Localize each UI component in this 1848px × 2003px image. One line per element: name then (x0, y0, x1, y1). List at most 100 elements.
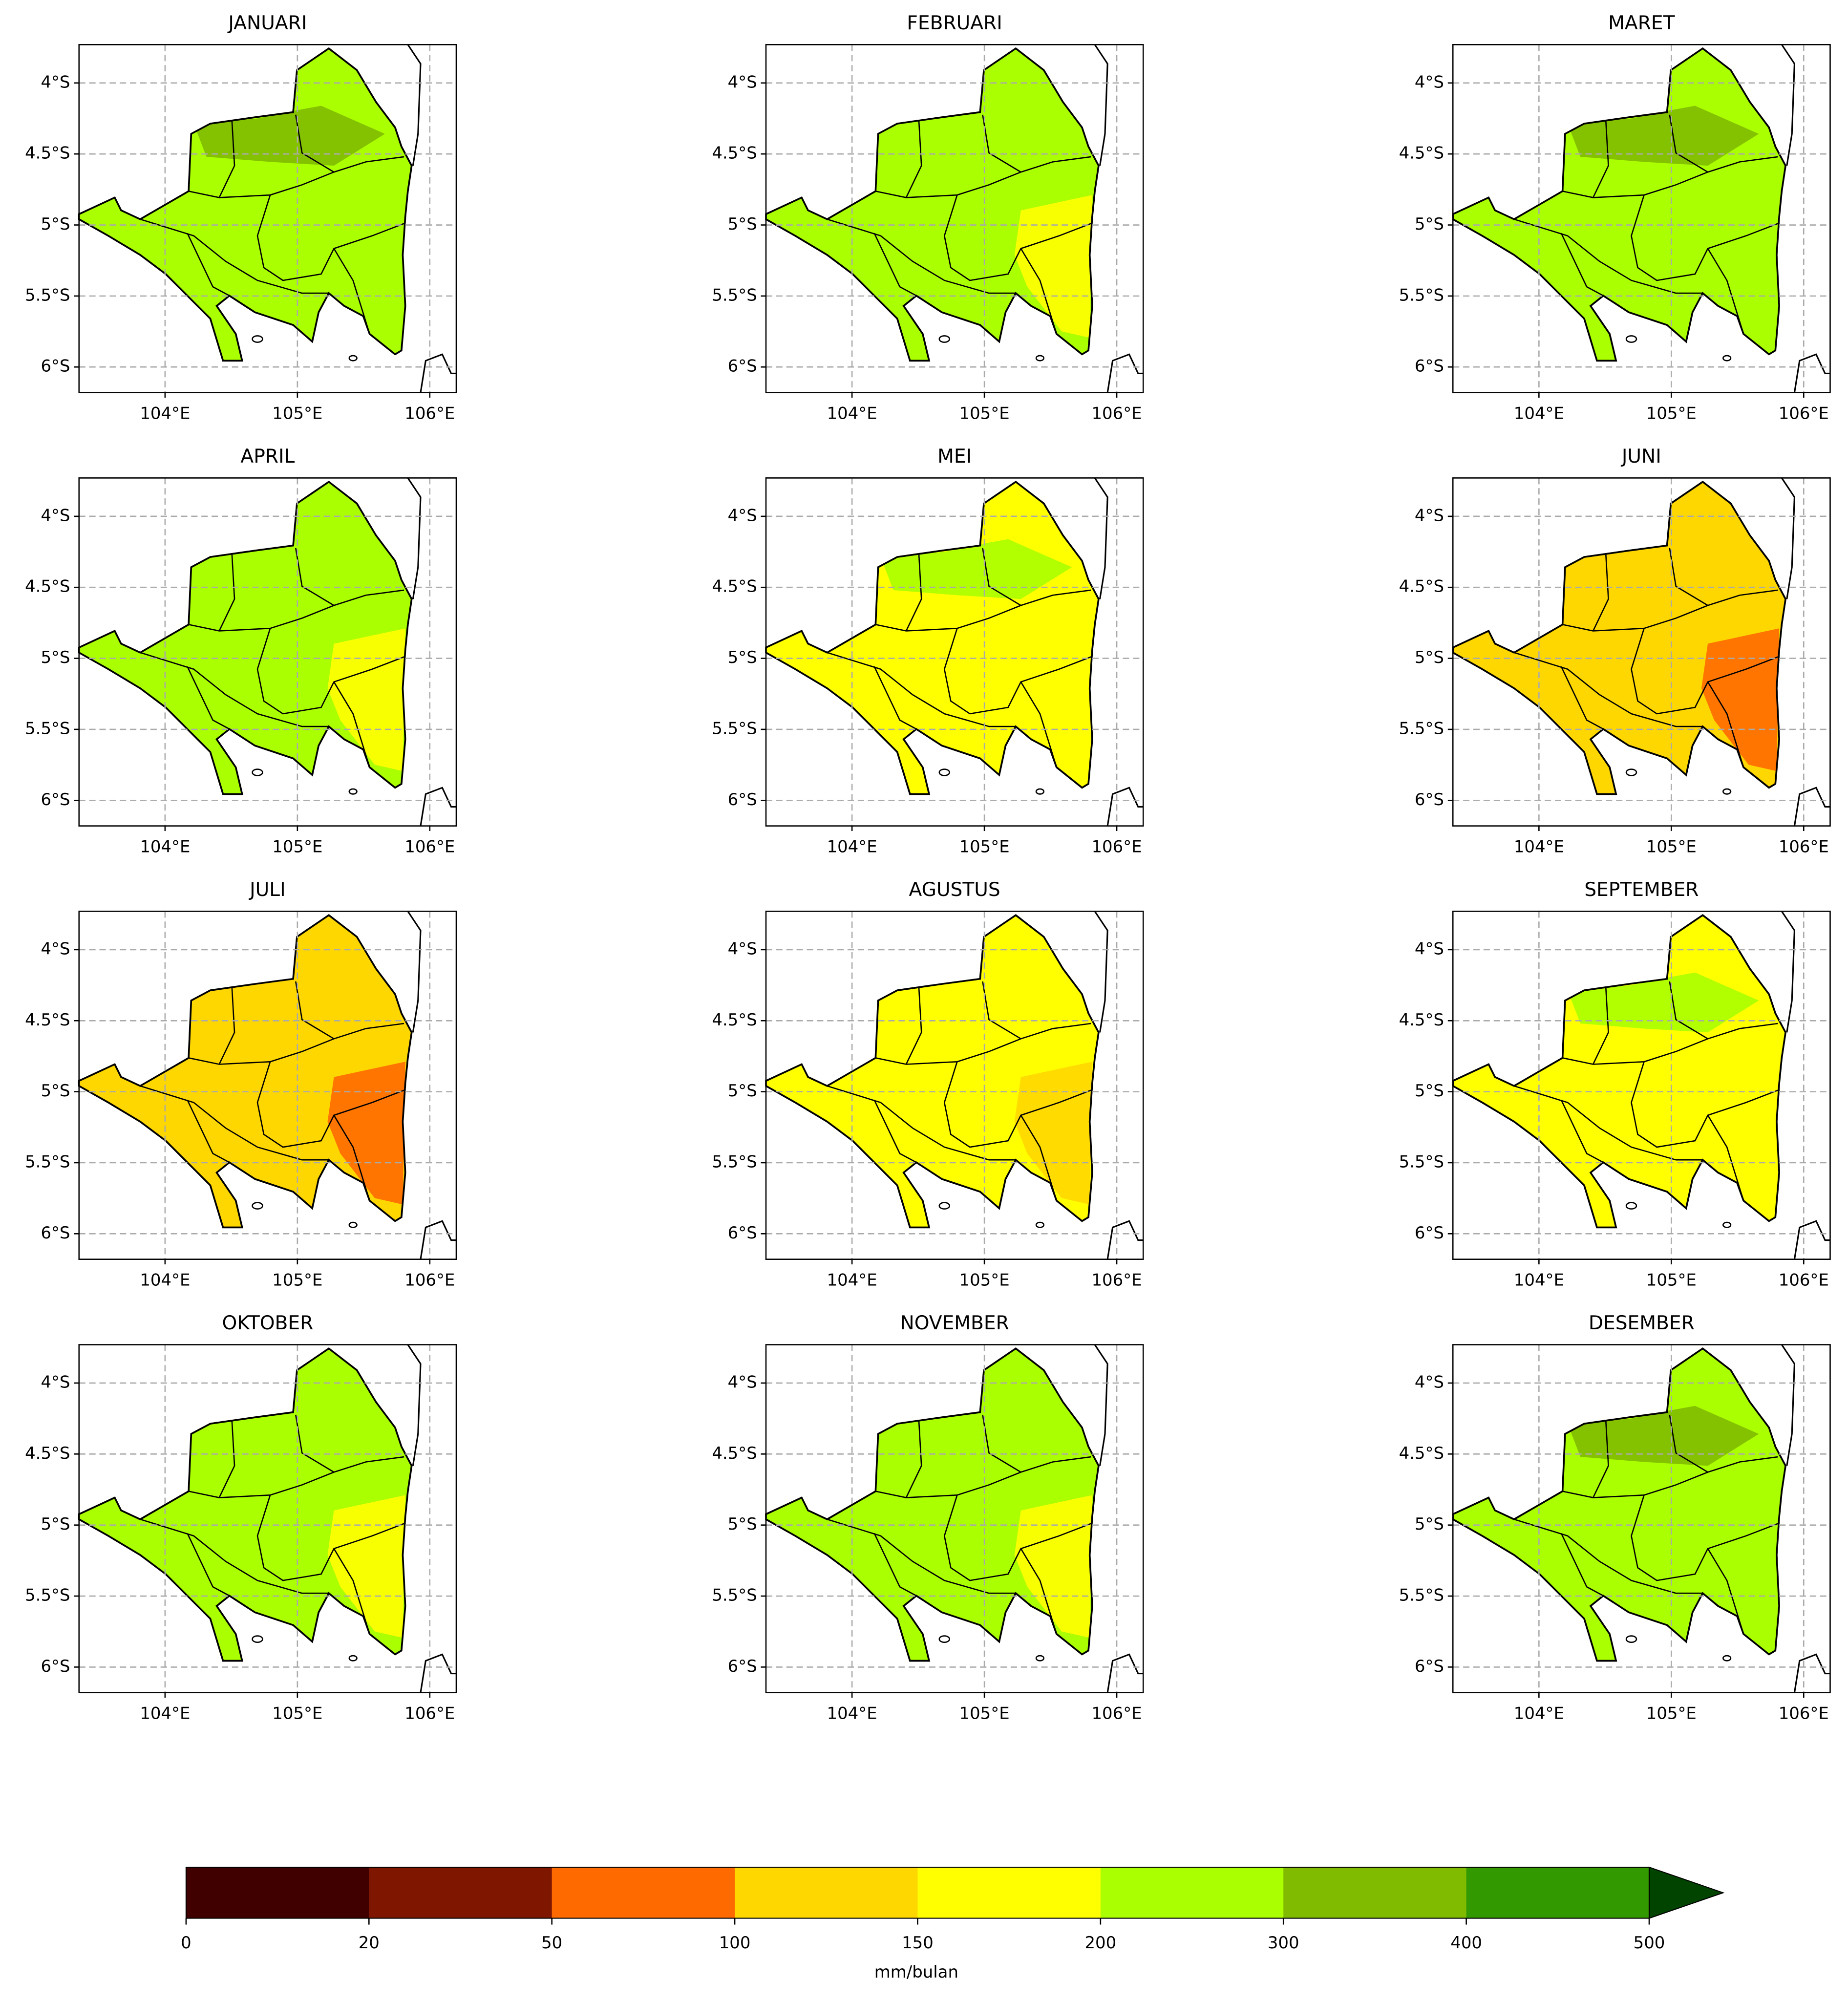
x-tick-label: 106°E (1092, 1271, 1142, 1290)
colorbar-tick-label: 0 (181, 1933, 191, 1952)
district-border (827, 1518, 1016, 1594)
x-tick-label: 104°E (1514, 837, 1564, 856)
colorbar-tick-label: 500 (1634, 1933, 1665, 1952)
x-tick-label: 106°E (404, 837, 455, 856)
district-border (140, 218, 329, 294)
map-panel: NOVEMBER 104°E 105°E 106°E 4°S 4.5°S 5°S 5.5°S 6… (712, 1312, 1144, 1723)
panel-frame (1452, 911, 1831, 1260)
y-tick-label: 6°S (1415, 357, 1444, 376)
province-border (1452, 480, 1787, 795)
x-tick-label: 106°E (404, 1704, 455, 1723)
y-tick-label: 5.5°S (1399, 719, 1444, 738)
coastline (1106, 787, 1144, 826)
district-border (905, 987, 922, 1065)
accent-area (193, 106, 385, 166)
coastline (1781, 911, 1796, 1033)
district-border (905, 1421, 922, 1498)
panel-frame (765, 1344, 1144, 1694)
accent-area (1568, 972, 1759, 1033)
province-border (78, 480, 413, 795)
province-border (1452, 1347, 1787, 1662)
map-panel: JULI 104°E 105°E 106°E 4°S 4.5°S 5°S 5.5°S 6°S (25, 879, 457, 1290)
accent-area (327, 1495, 405, 1638)
province-fill (765, 482, 1099, 794)
panel-title: OKTOBER (222, 1312, 313, 1334)
x-tick-label: 104°E (1514, 1271, 1564, 1290)
y-tick-label: 4.5°S (25, 577, 70, 596)
map-panel: SEPTEMBER 104°E 105°E 106°E 4°S 4.5°S 5°S 5.5°S… (1399, 879, 1831, 1290)
y-tick-label: 6°S (41, 1657, 70, 1676)
district-border (1631, 1061, 1780, 1148)
coastline (1106, 353, 1144, 393)
island (1722, 1221, 1732, 1228)
province-fill (765, 1348, 1099, 1661)
district-border (1514, 1518, 1703, 1594)
y-tick-label: 4°S (41, 1372, 70, 1391)
panel-frame (78, 1344, 457, 1694)
island (1625, 1202, 1637, 1210)
district-border (827, 652, 1016, 727)
panel-frame (1452, 477, 1831, 827)
y-tick-label: 5°S (1415, 214, 1444, 234)
y-tick-label: 5.5°S (712, 1152, 757, 1171)
x-tick-label: 105°E (1646, 404, 1697, 423)
y-tick-label: 4.5°S (25, 1444, 70, 1463)
colorbar-segment (1283, 1867, 1467, 1918)
island (1035, 355, 1045, 362)
colorbar-label: mm/bulan (874, 1962, 958, 1982)
district-border (256, 1494, 406, 1581)
panel-title: JANUARI (227, 12, 307, 34)
panel-frame (765, 44, 1144, 393)
colorbar-segment (552, 1867, 736, 1918)
x-tick-label: 105°E (959, 837, 1010, 856)
map-panel: DESEMBER 104°E 105°E 106°E 4°S 4.5°S 5°S 5.5°S 6… (1399, 1312, 1831, 1723)
accent-area (880, 539, 1072, 599)
district-border (218, 1421, 235, 1498)
panel-frame (78, 44, 457, 393)
y-tick-label: 5.5°S (1399, 285, 1444, 304)
island (1722, 355, 1732, 362)
x-tick-label: 104°E (140, 404, 190, 423)
district-border (1560, 666, 1604, 730)
x-tick-label: 106°E (1779, 404, 1829, 423)
province-fill (79, 48, 412, 361)
map-panel: JUNI 104°E 105°E 106°E 4°S 4.5°S 5°S 5.5°S 6°S (1399, 446, 1831, 856)
y-tick-label: 4°S (728, 506, 757, 525)
coastline (420, 787, 457, 826)
y-tick-label: 4°S (728, 72, 757, 91)
province-fill (79, 915, 412, 1228)
x-tick-label: 105°E (1646, 1271, 1697, 1290)
island (1722, 1655, 1732, 1662)
island (1035, 1655, 1045, 1662)
district-border (256, 1061, 406, 1148)
panel-frame (1452, 1344, 1831, 1694)
y-tick-label: 4.5°S (1399, 577, 1444, 596)
province-fill (79, 482, 412, 794)
coastline (1793, 1653, 1830, 1693)
district-border (187, 233, 230, 297)
x-tick-label: 104°E (827, 1271, 877, 1290)
panel-title: SEPTEMBER (1584, 879, 1699, 901)
panel-title: JULI (248, 879, 286, 901)
y-tick-label: 4°S (1415, 72, 1444, 91)
x-tick-label: 105°E (959, 1271, 1010, 1290)
accent-area (1014, 1495, 1092, 1638)
x-tick-label: 106°E (404, 1271, 455, 1290)
coastline (420, 353, 457, 393)
coastline (1106, 1220, 1144, 1259)
coastline (407, 1344, 422, 1466)
coastline (407, 911, 422, 1033)
panel-title: NOVEMBER (900, 1312, 1009, 1334)
x-tick-label: 104°E (1514, 404, 1564, 423)
map-panel: FEBRUARI 104°E 105°E 106°E 4°S 4.5°S 5°S 5.5°S 6… (712, 12, 1144, 423)
colorbar-tick-label: 200 (1084, 1933, 1116, 1952)
y-tick-label: 6°S (41, 357, 70, 376)
coastline (1793, 353, 1830, 393)
y-tick-label: 4.5°S (25, 1010, 70, 1029)
y-tick-label: 5°S (41, 1514, 70, 1534)
y-tick-label: 5°S (728, 1514, 757, 1534)
coastline (420, 1220, 457, 1259)
panel-title: AGUSTUS (909, 879, 1000, 901)
y-tick-label: 4°S (41, 939, 70, 958)
